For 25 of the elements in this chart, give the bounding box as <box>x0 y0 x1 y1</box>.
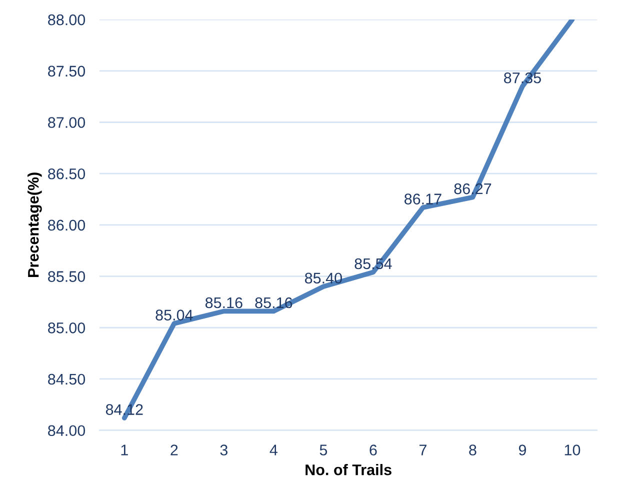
x-tick-label: 3 <box>220 444 228 456</box>
y-tick-label: 85.00 <box>48 322 86 334</box>
y-tick-label: 84.00 <box>48 425 86 436</box>
x-tick-label: 7 <box>419 444 426 456</box>
x-tick-label: 8 <box>469 444 476 456</box>
y-tick-label: 87.50 <box>48 66 86 77</box>
data-label: 86.17 <box>404 194 442 204</box>
y-tick-label: 86.50 <box>48 168 86 180</box>
y-tick-label: 88.00 <box>48 14 86 26</box>
y-tick-label: 86.00 <box>48 220 86 231</box>
x-axis-title: No. of Trails <box>306 464 392 476</box>
data-label: 85.16 <box>205 297 242 308</box>
x-tick-label: 2 <box>170 444 178 456</box>
y-tick-label: 85.50 <box>48 271 86 282</box>
x-tick-label: 9 <box>518 444 526 456</box>
y-tick-label: 87.00 <box>48 117 86 128</box>
y-tick-label: 84.50 <box>48 374 86 385</box>
data-label: 85.04 <box>156 310 193 321</box>
x-tick-label: 10 <box>564 444 580 456</box>
x-tick-label: 5 <box>320 444 328 456</box>
y-axis-title: Precentage(%) <box>28 172 42 277</box>
x-tick-label: 1 <box>121 444 128 456</box>
x-tick-label: 4 <box>270 444 278 456</box>
data-label: 85.40 <box>304 272 342 284</box>
x-tick-label: 6 <box>370 444 377 456</box>
